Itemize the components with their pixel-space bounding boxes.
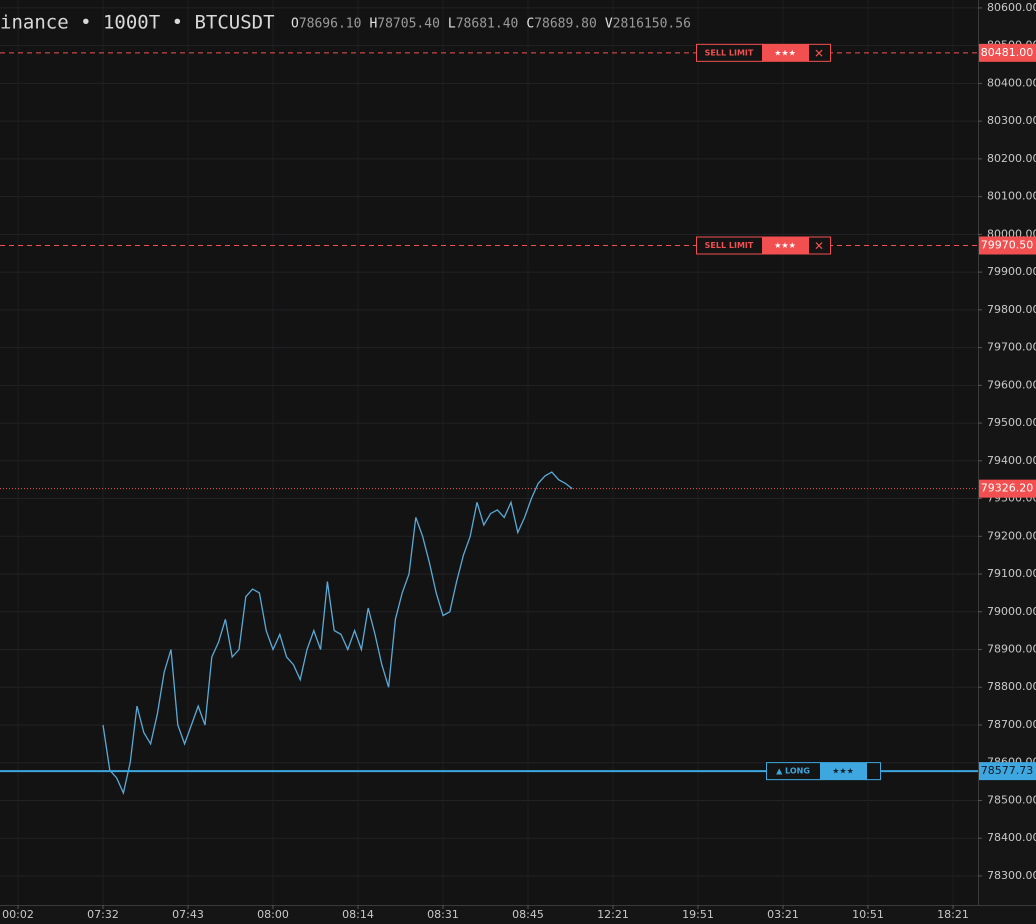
order-close-box[interactable] [808, 43, 831, 62]
order-stars: ★★★ [774, 241, 796, 250]
ohlcv: O 78696.10 H 78705.40 L 78681.40 C 78689.80 V 281… [291, 17, 691, 32]
ohlcv-key: H [369, 17, 377, 32]
x-tick-label: 18:21 [937, 908, 969, 921]
x-tick-label: 08:45 [512, 908, 544, 921]
order-close-box [866, 762, 881, 781]
x-tick-label: 07:43 [172, 908, 204, 921]
ohlcv-key: V [605, 17, 613, 32]
order-close: ✕ [814, 239, 824, 253]
ohlcv-value: 78689.80 [534, 17, 597, 32]
y-tick-label: 78500.00 [987, 793, 1036, 806]
y-tick-label: 80300.00 [987, 114, 1036, 127]
y-tick-label: 79800.00 [987, 303, 1036, 316]
y-tick-label: 79500.00 [987, 416, 1036, 429]
order-kind: SELL LIMIT [705, 48, 754, 57]
y-tick-label: 78400.00 [987, 831, 1036, 844]
y-tick-label: 78700.00 [987, 718, 1036, 731]
ohlcv-key: C [526, 17, 534, 32]
x-tick-label: 10:51 [852, 908, 884, 921]
y-tick-label: 79000.00 [987, 605, 1036, 618]
order-stars: ★★★ [774, 48, 796, 57]
ohlcv-value: 78681.40 [456, 17, 519, 32]
y-tick-label: 79700.00 [987, 341, 1036, 354]
plot [0, 0, 978, 905]
ohlcv-value: 78696.10 [299, 17, 362, 32]
order-price-tag [979, 762, 1036, 781]
ohlcv-key: O [291, 17, 299, 32]
current-price-label: 79326.20 [981, 482, 1034, 495]
price-line [102, 471, 573, 795]
order-price-tag [979, 43, 1036, 62]
y-tick-label: 79200.00 [987, 529, 1036, 542]
y-tick-label: 78900.00 [987, 643, 1036, 656]
y-tick-label: 79600.00 [987, 378, 1036, 391]
x-tick-label: 03:21 [767, 908, 799, 921]
y-tick-label: 80400.00 [987, 76, 1036, 89]
y-tick-label: 78800.00 [987, 680, 1036, 693]
y-tick-label: 79400.00 [987, 454, 1036, 467]
y-tick-label: 80200.00 [987, 152, 1036, 165]
chart-title: inance • 1000T • BTCUSDT [0, 12, 275, 34]
order-stars: ★★★ [832, 767, 854, 776]
order-close: ✕ [814, 46, 824, 60]
x-tick-label: 08:14 [342, 908, 374, 921]
ohlcv-value: 78705.40 [377, 17, 440, 32]
ohlcv-value: 2816150.56 [613, 17, 691, 32]
current-price-tag [979, 479, 1036, 498]
y-tick-label: 80100.00 [987, 190, 1036, 203]
order-price-tag [979, 236, 1036, 255]
x-tick-label: 00:02 [2, 908, 34, 921]
x-tick-label: 08:31 [427, 908, 459, 921]
x-tick-label: 12:21 [597, 908, 629, 921]
order-kind: SELL LIMIT [705, 241, 754, 250]
x-tick-label: 19:51 [682, 908, 714, 921]
order-price-label: 78577.73 [981, 764, 1034, 777]
ohlcv-key: L [448, 17, 456, 32]
order-price-label: 80481.00 [981, 46, 1034, 59]
y-tick-label: 80600.00 [987, 1, 1036, 14]
y-tick-label: 78300.00 [987, 869, 1036, 882]
order-price-label: 79970.50 [981, 238, 1034, 251]
x-tick-label: 07:32 [87, 908, 119, 921]
y-tick-label: 79100.00 [987, 567, 1036, 580]
order-close-box[interactable] [808, 236, 831, 255]
x-tick-label: 08:00 [257, 908, 289, 921]
y-tick-label: 79900.00 [987, 265, 1036, 278]
time-axis [0, 905, 1036, 924]
order-kind: ▲ LONG [776, 767, 810, 776]
